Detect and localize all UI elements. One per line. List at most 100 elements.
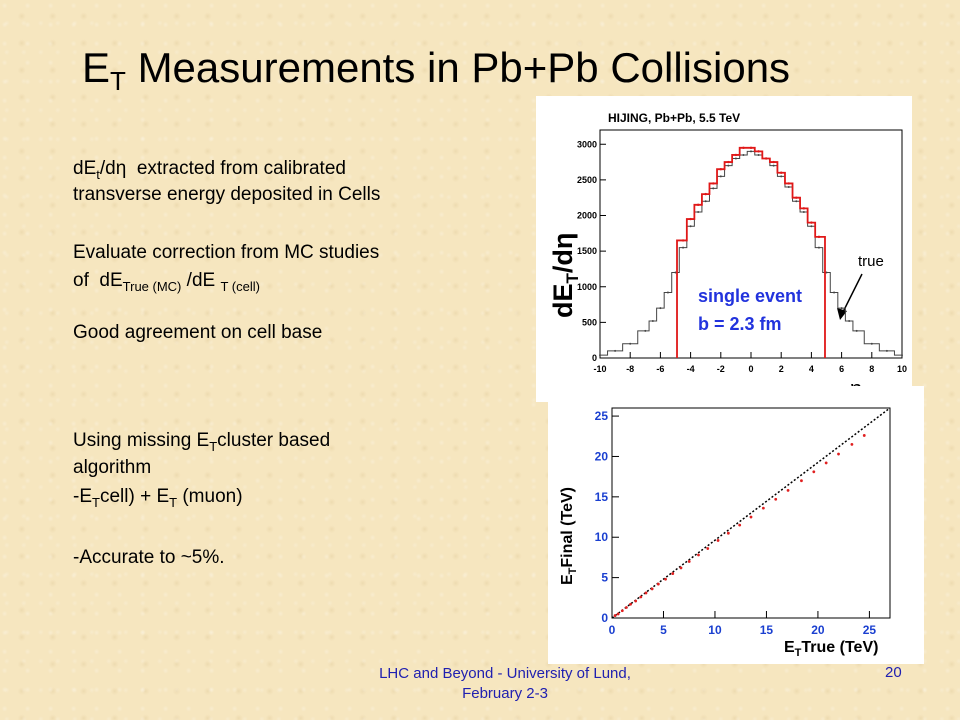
chart1-ytick-label: 1000 — [577, 282, 597, 292]
chart1-point — [727, 160, 730, 164]
chart1-point — [749, 146, 753, 150]
chart1-point — [614, 349, 617, 352]
chart1-point — [697, 210, 700, 213]
chart1-point — [734, 157, 737, 160]
chart1-point — [659, 307, 662, 310]
chart1-point — [795, 200, 798, 203]
chart1-ytick-label: 1500 — [577, 246, 597, 256]
chart1-point — [734, 153, 738, 157]
para-agreement: Good agreement on cell base — [73, 322, 323, 343]
chart1-xtick-label: -6 — [656, 364, 664, 374]
chart1-point — [757, 153, 760, 156]
chart2-point — [629, 602, 632, 606]
slide-footer: LHC and Beyond - University of Lund, Feb… — [335, 664, 675, 704]
chart2-point — [644, 591, 648, 595]
chart1-point — [704, 192, 707, 196]
chart1-point — [742, 146, 745, 150]
chart1-point — [833, 291, 836, 294]
chart2-xtick-label: 5 — [660, 623, 667, 637]
chart1-xtick-label: -2 — [717, 364, 725, 374]
chart1-point — [750, 150, 752, 153]
chart1-point — [666, 291, 669, 294]
chart2-point — [786, 488, 790, 492]
chart1-point — [780, 171, 783, 174]
chart1-ytick-label: 0 — [592, 353, 597, 363]
chart1-ytick-label: 2000 — [577, 211, 597, 221]
chart2-xtick-label: 0 — [609, 623, 616, 637]
chart2-point — [613, 614, 617, 617]
chart1-point — [870, 342, 873, 345]
para-algorithm-line2: algorithm — [73, 457, 152, 478]
chart1-point — [629, 342, 632, 345]
chart1-point — [689, 225, 692, 228]
chart2-point — [749, 515, 753, 519]
chart2-point — [706, 547, 710, 550]
chart1-point — [704, 200, 707, 203]
chart1-point — [764, 157, 768, 160]
footer-line2: February 2-3 — [462, 685, 548, 702]
chart1-point — [848, 319, 851, 322]
chart1-point — [802, 207, 806, 210]
chart1-point — [840, 307, 843, 310]
chart2-point — [697, 553, 700, 557]
chart1-series-single-event — [676, 146, 826, 358]
chart1-arrow-line — [841, 273, 863, 315]
chart2-point — [812, 470, 816, 474]
chart1-point — [817, 246, 820, 249]
chart1-point — [644, 329, 647, 332]
chart2-point — [620, 609, 624, 613]
chart2-point — [862, 434, 866, 437]
chart1-point — [787, 186, 790, 188]
chart1-point — [696, 203, 700, 207]
chart1-xtick-label: 0 — [748, 364, 753, 374]
slide-title: ET Measurements in Pb+Pb Collisions — [82, 44, 791, 96]
chart1-point — [885, 349, 888, 352]
chart2-point — [656, 582, 660, 586]
chart1-point — [780, 175, 783, 178]
chart1-point — [787, 182, 790, 185]
para-accuracy: -Accurate to ~5%. — [73, 547, 225, 568]
chart1-point — [825, 271, 828, 274]
page-number: 20 — [885, 664, 902, 681]
chart1-point — [855, 329, 858, 332]
chart1-arrow-head — [837, 308, 847, 320]
chart1-point — [651, 319, 654, 322]
chart2-frame — [611, 407, 891, 619]
chart1-point — [772, 164, 775, 167]
chart1-point — [795, 196, 798, 199]
chart2-point — [634, 599, 638, 603]
chart2-point — [639, 595, 643, 599]
para-algorithm-line3: -ETcell) + ET (muon) — [73, 486, 243, 510]
chart2-point — [761, 506, 765, 510]
chart2-point — [726, 531, 730, 535]
chart1-point — [810, 221, 813, 224]
chart1-xtick-label: 6 — [839, 364, 844, 374]
chart1-ytick-label: 2500 — [577, 175, 597, 185]
chart2-point — [800, 479, 803, 483]
chart2-point — [824, 461, 828, 465]
para-correction-line2: of dETrue (MC) /dE T (cell) — [73, 270, 260, 294]
chart2-ytick-label: 25 — [595, 409, 609, 423]
chart1-point — [682, 246, 685, 249]
chart2-ytick-label: 0 — [601, 611, 608, 625]
chart1-point — [742, 153, 745, 156]
chart1-point — [719, 167, 722, 171]
chart1-ytick-label: 500 — [582, 317, 597, 327]
chart1-xtick-label: 10 — [897, 364, 907, 374]
chart2-point — [616, 612, 620, 616]
chart1-annotation-true: true — [858, 253, 884, 270]
chart1-point — [901, 354, 903, 357]
chart2-reference-line — [611, 407, 891, 619]
chart-detdeta: HIJING, Pb+Pb, 5.5 TeV dET/dη η single e… — [548, 111, 907, 401]
chart2-point — [738, 523, 742, 527]
chart1-point — [674, 271, 677, 274]
chart2-point — [716, 539, 720, 542]
chart1-point — [757, 150, 760, 153]
chart2-xtick-label: 25 — [863, 623, 877, 637]
chart1-point — [712, 187, 715, 190]
chart2-ytick-label: 15 — [595, 490, 609, 504]
chart2-xtick-label: 20 — [811, 623, 825, 637]
chart2-point — [687, 560, 691, 563]
chart1-point — [802, 210, 805, 213]
chart1-xtick-label: -10 — [593, 364, 606, 374]
